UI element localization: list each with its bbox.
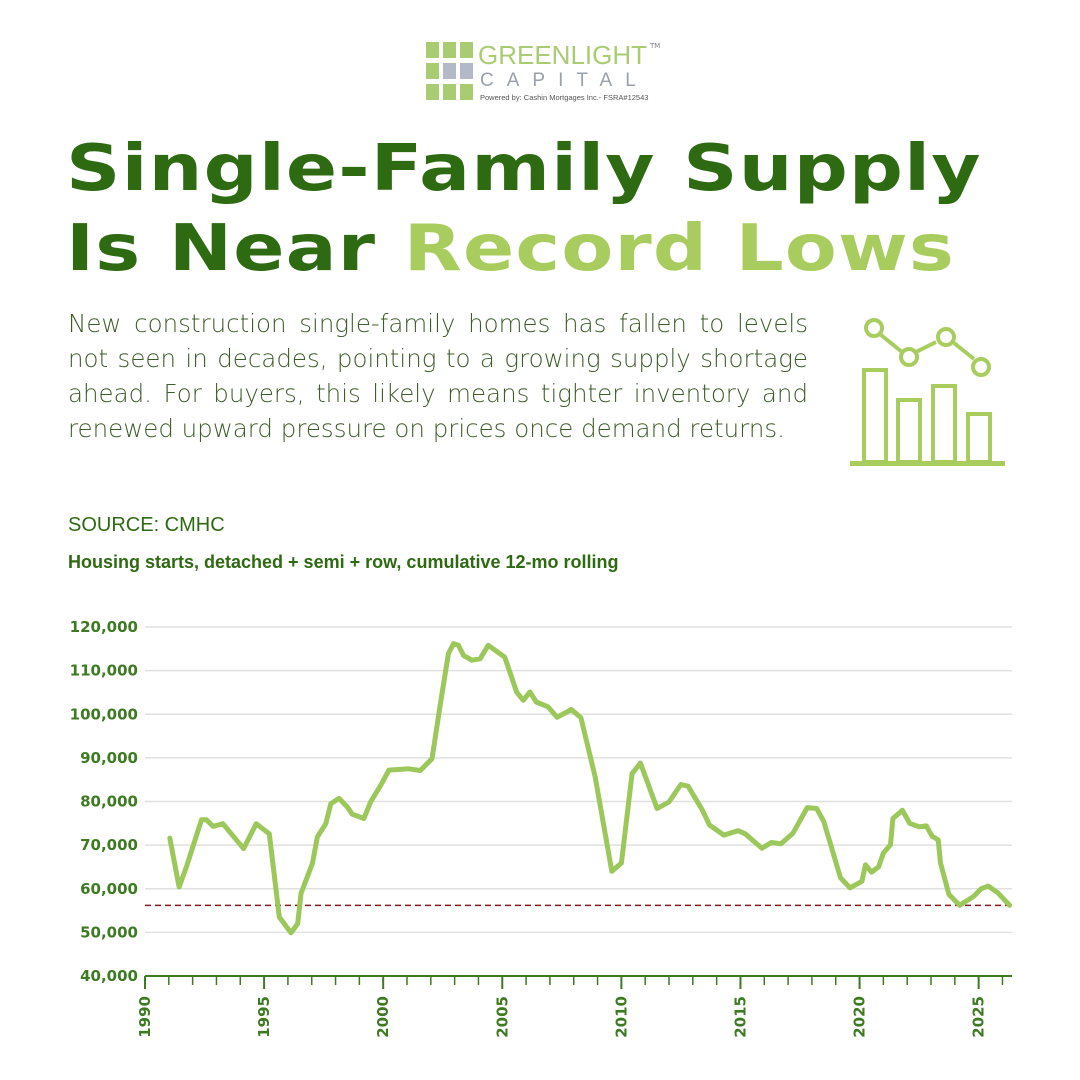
- y-tick-label: 80,000: [80, 793, 138, 811]
- logo-name: GREENLIGHT: [478, 40, 648, 70]
- title-line1: Single-Family Supply: [66, 132, 982, 206]
- title-line2: Is Near Record Lows: [66, 212, 955, 286]
- description: New construction single-family homes has…: [68, 309, 808, 443]
- y-tick-label: 60,000: [80, 880, 138, 898]
- logo-tm: TM: [650, 42, 661, 50]
- series-line: [167, 641, 1013, 936]
- x-tick-label: 1990: [136, 996, 154, 1038]
- y-tick-label: 110,000: [70, 662, 138, 680]
- y-tick-label: 70,000: [80, 836, 138, 854]
- x-tick-label: 2015: [731, 996, 749, 1038]
- line-chart: 40,000 50,000 60,000 70,000 80,000 90,000 100,…: [70, 618, 1013, 1038]
- y-tick-label: 90,000: [80, 749, 138, 767]
- logo-sub: CAPITAL: [480, 70, 649, 91]
- x-tick-label: 1995: [255, 996, 273, 1038]
- x-tick-label: 2010: [612, 996, 630, 1038]
- bar-line-chart-icon: [850, 318, 1005, 466]
- x-tick-label: 2005: [493, 996, 511, 1038]
- y-tick-label: 50,000: [80, 923, 138, 941]
- y-tick-label: 40,000: [80, 967, 138, 985]
- y-tick-label: 120,000: [70, 618, 138, 636]
- logo-powered-by: Powered by: Cashin Mortgages Inc.- FSRA#…: [480, 93, 649, 102]
- x-tick-label: 2020: [851, 996, 869, 1038]
- title-line2-prefix: Is Near: [66, 212, 404, 286]
- source-label: SOURCE: CMHC: [68, 514, 225, 536]
- title-highlight: Record Lows: [403, 212, 956, 286]
- x-tick-label: 2000: [374, 996, 392, 1038]
- chart-title: Housing starts, detached + semi + row, c…: [68, 552, 619, 572]
- x-tick-label: 2025: [970, 996, 988, 1038]
- y-tick-label: 100,000: [70, 705, 138, 723]
- logo: GREENLIGHT TM CAPITAL Powered by: Cashin…: [426, 42, 676, 102]
- logo-grid-icon: [426, 42, 474, 100]
